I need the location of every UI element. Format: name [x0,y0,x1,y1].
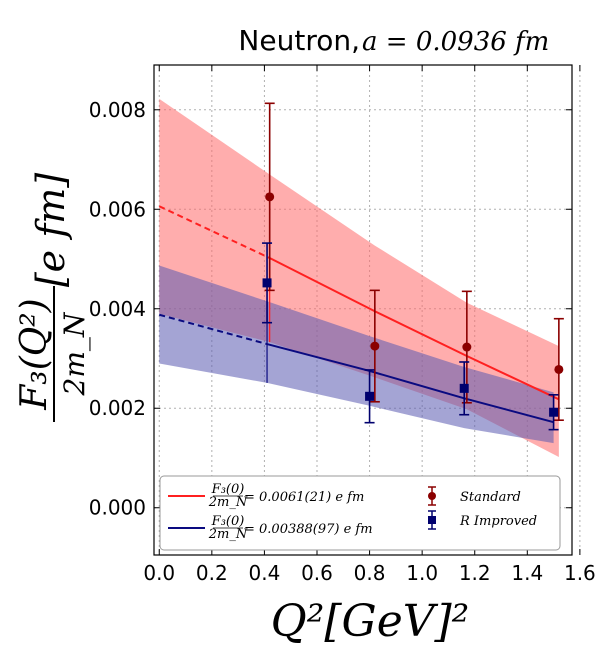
data-point-standard [265,192,275,202]
legend-fit-denominator: 2m_N [208,495,248,510]
legend-marker [428,516,436,524]
y-axis-label-unit: [e fm] [29,173,73,287]
x-tick-label: 0.0 [143,561,175,585]
data-point-r-improved [459,383,469,393]
fit-band-1 [159,265,554,444]
chart-title-math: a = 0.0936 fm [362,27,549,57]
legend-series-label: R Improved [459,514,537,529]
x-tick-label: 0.6 [301,561,333,585]
legend-fit-numerator: F₃(0) [211,514,245,529]
data-point-standard [554,364,564,374]
fit-line-extrapolated-1 [158,313,268,346]
y-axis-label-numerator: F₃(Q²) [14,298,55,410]
data-point-standard [462,342,472,352]
data-point-r-improved [549,407,559,417]
legend-fit-value: = 0.0061(21) e fm [244,490,364,505]
y-tick-label: 0.004 [89,297,146,321]
fit-line-1 [266,343,554,424]
y-axis-ticks: 0.000 0.002 0.004 0.006 0.008 [89,98,572,520]
legend-fit-denominator: 2m_N [208,527,248,542]
x-tick-label: 1.2 [459,561,491,585]
x-axis-ticks: 0.0 0.2 0.4 0.6 0.8 1.0 1.2 1.4 1.6 [143,65,596,585]
legend-marker [428,492,436,500]
legend-fit-numerator: F₃(0) [211,482,245,497]
x-axis-label: Q²[GeV]² [271,596,470,647]
y-tick-label: 0.002 [89,396,146,420]
chart-title: Neutron, a = 0.0936 fm [238,24,549,57]
plot-frame [153,64,573,556]
y-axis-label: F₃(Q²) 2m_N [e fm] [14,173,91,422]
legend-fit-value: = 0.00388(97) e fm [244,522,373,537]
x-tick-label: 1.4 [511,561,543,585]
x-tick-label: 1.6 [564,561,596,585]
x-tick-label: 1.0 [406,561,438,585]
chart-title-text: Neutron, [238,24,360,57]
data-points [262,102,564,431]
legend-series-label: Standard [460,490,521,505]
legend-box [159,475,561,551]
data-point-r-improved [262,278,272,288]
fit-line-0 [269,257,560,401]
x-tick-label: 0.8 [354,561,386,585]
y-tick-label: 0.006 [89,197,146,221]
data-point-standard [370,341,380,351]
y-tick-label: 0.008 [89,98,146,122]
y-tick-label: 0.000 [89,496,146,520]
fit-line-extrapolated-0 [158,205,271,259]
fit-bands [159,98,559,458]
x-tick-label: 0.2 [196,561,228,585]
data-point-r-improved [365,391,375,401]
x-tick-label: 0.4 [249,561,281,585]
y-axis-label-denominator: 2m_N [58,311,91,396]
